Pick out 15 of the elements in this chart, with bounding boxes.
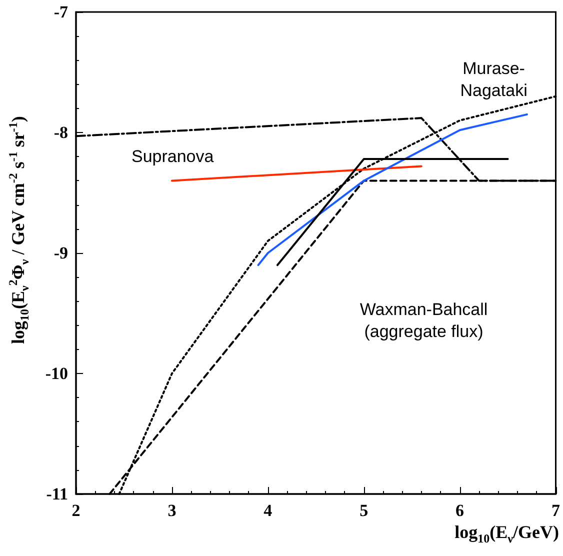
y-tick-label: -7 xyxy=(54,2,68,22)
x-tick-label: 3 xyxy=(168,501,176,520)
x-axis-title: log$_{10}$(E$_{ν}$/GeV) xyxy=(454,522,559,547)
annotation: Supranova xyxy=(131,147,214,166)
x-tick-label: 6 xyxy=(456,501,464,520)
x-tick-label: 4 xyxy=(264,501,273,520)
y-tick-label: -9 xyxy=(54,244,68,262)
annotation: Waxman-Bahcall (aggregate flux) xyxy=(360,300,488,341)
y-tick-label: -11 xyxy=(46,484,68,504)
y-tick-label: -10 xyxy=(45,364,68,383)
annotation: Murase- Nagataki xyxy=(460,58,528,100)
y-tick-label: -8 xyxy=(54,123,68,142)
x-tick-label: 7 xyxy=(552,501,560,520)
x-tick-label: 5 xyxy=(360,501,368,520)
x-tick-label: 2 xyxy=(72,501,80,520)
